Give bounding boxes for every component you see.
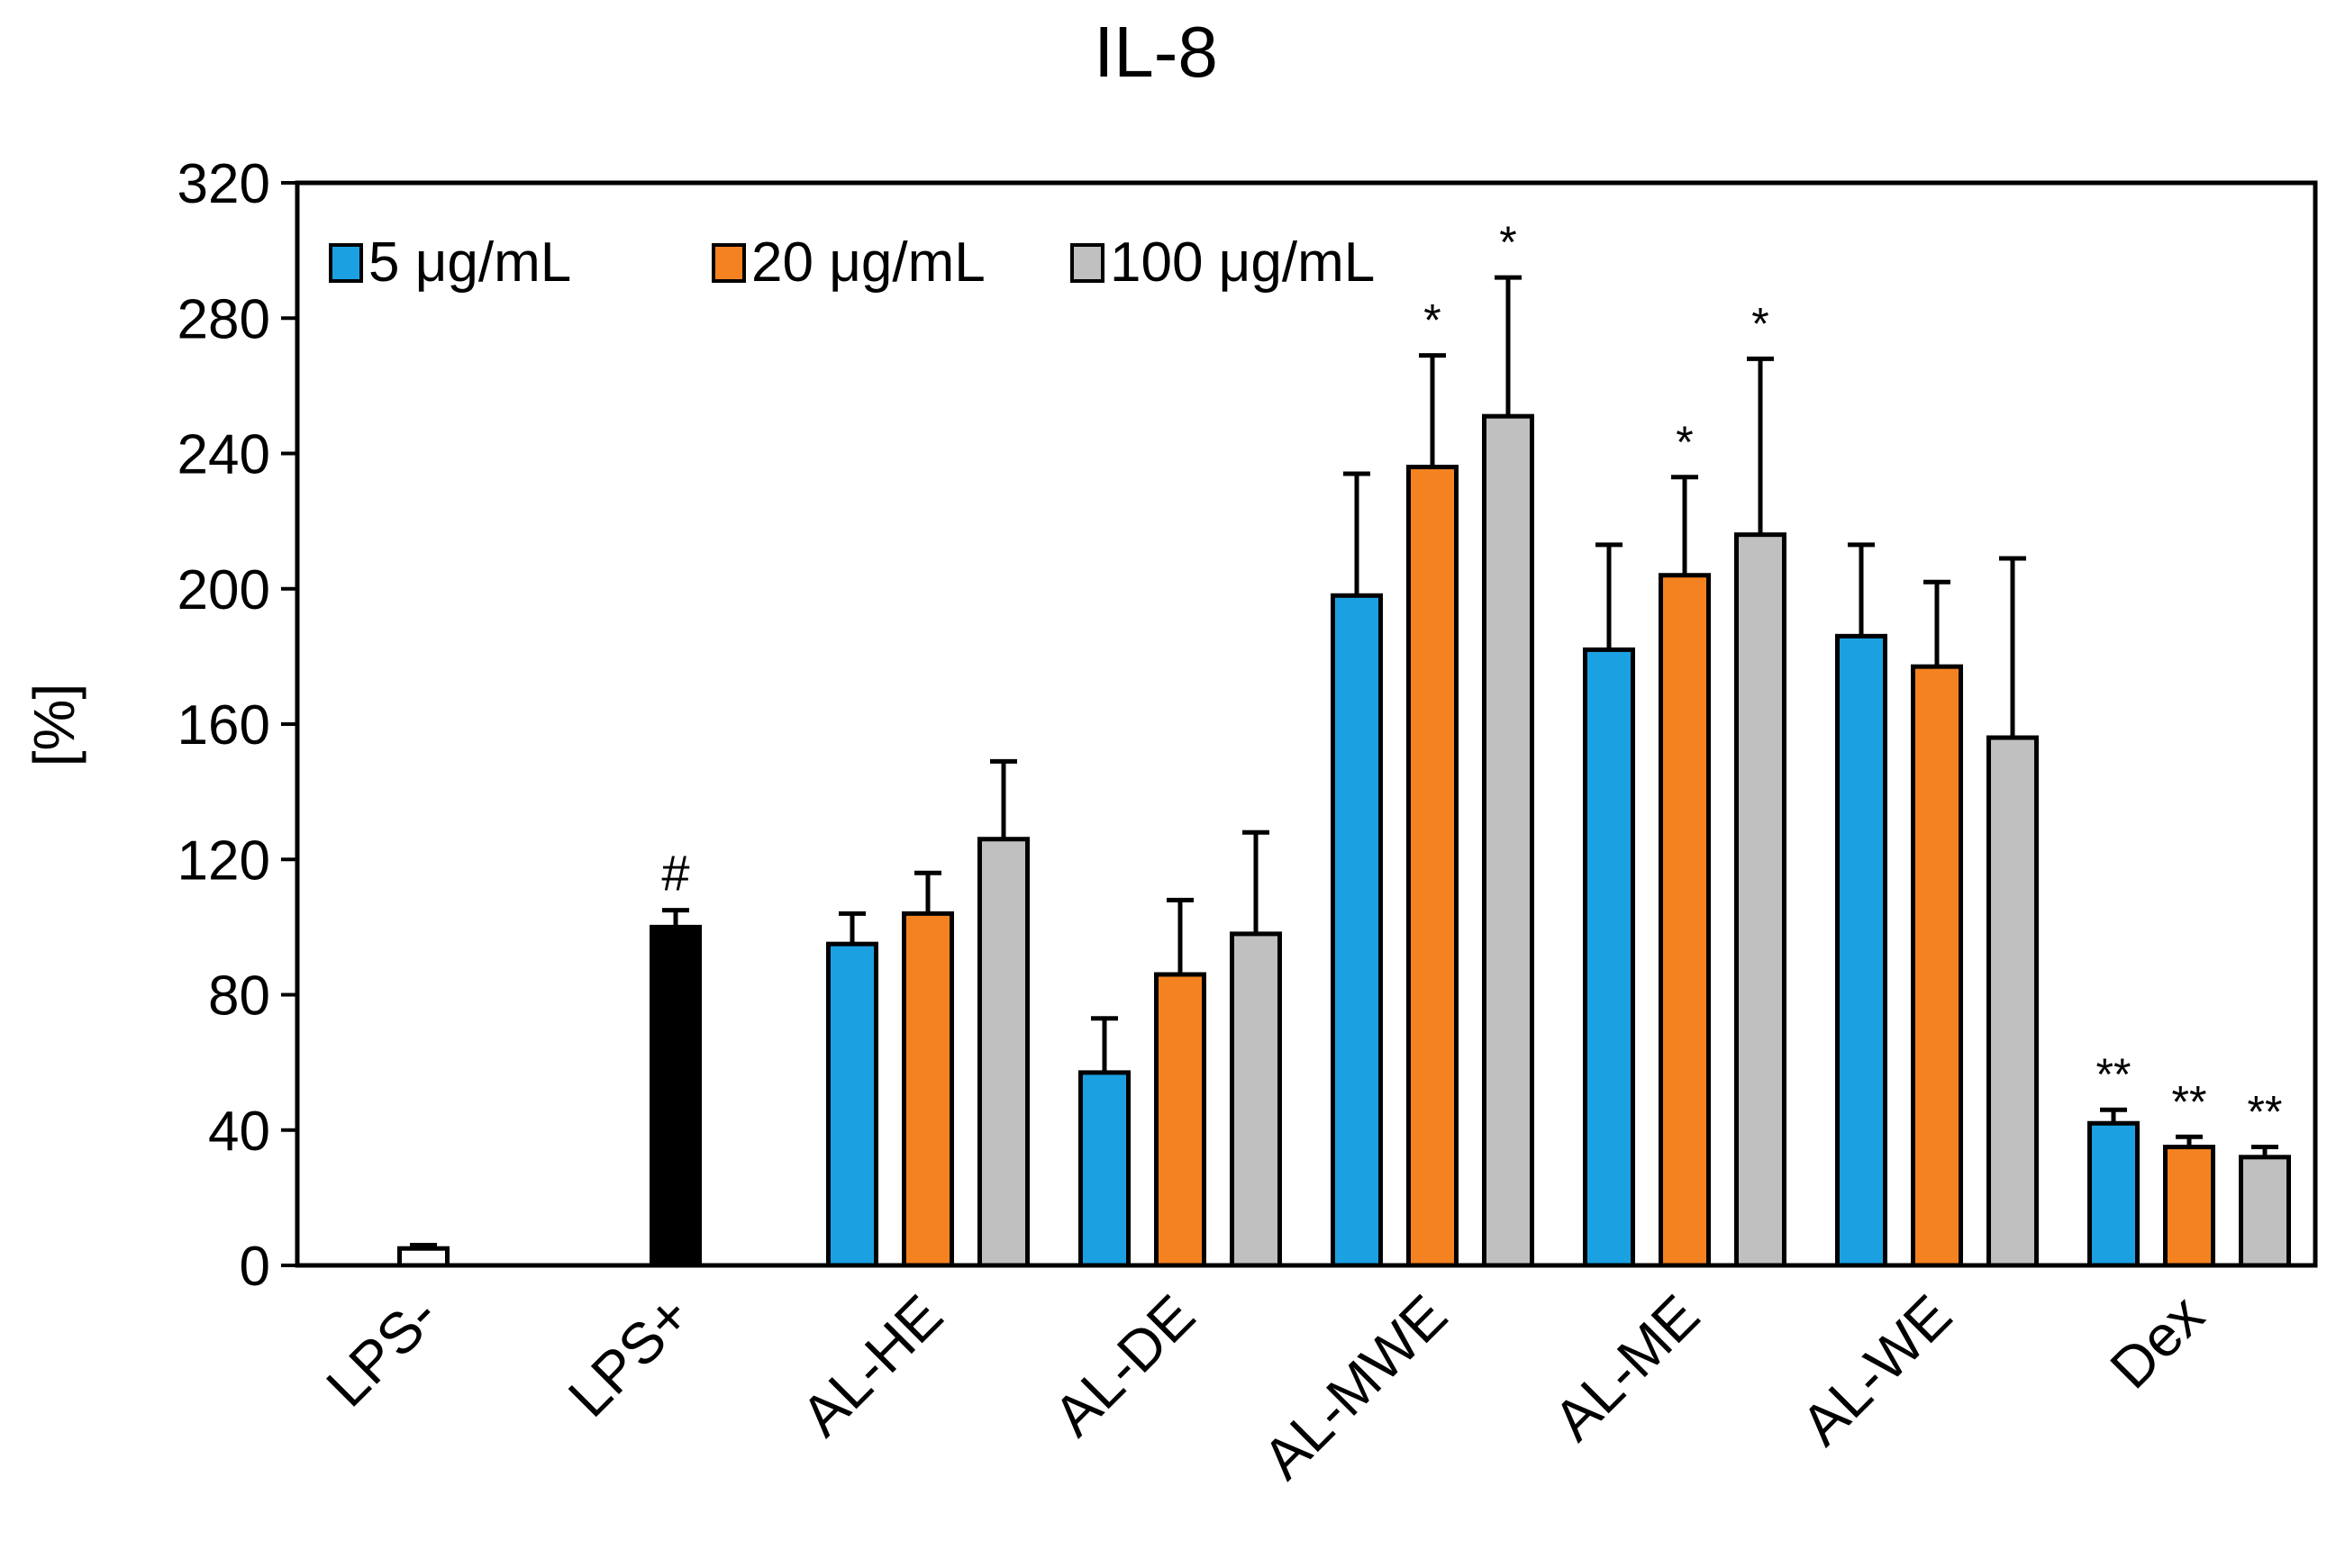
- bar: [826, 941, 878, 1268]
- bar: [1406, 465, 1459, 1268]
- x-tick-label: AL-HE: [789, 1282, 955, 1448]
- x-tick-label: AL-WE: [1789, 1282, 1964, 1457]
- y-tick-label: 240: [177, 424, 270, 486]
- bar: [1154, 972, 1206, 1268]
- chart-title: IL-8: [1094, 12, 1218, 92]
- bar: [902, 911, 954, 1268]
- legend-label: 5 μg/mL: [368, 231, 571, 294]
- bar: [650, 924, 702, 1268]
- legend: 5 μg/mL 20 μg/mL 100 μg/mL: [329, 231, 1375, 294]
- bar: [1835, 633, 1887, 1268]
- legend-swatch: [712, 243, 746, 283]
- significance-marker: *: [1423, 295, 1441, 346]
- bar: [1986, 735, 2039, 1268]
- bar: [1482, 413, 1534, 1268]
- significance-marker: *: [1676, 417, 1693, 467]
- y-tick-label: 320: [177, 153, 270, 215]
- bar: [2239, 1155, 2291, 1268]
- bar: [397, 1246, 450, 1268]
- x-tick-label: Dex: [2098, 1282, 2216, 1400]
- significance-marker: #: [661, 845, 689, 902]
- x-tick-label: AL-MWE: [1250, 1282, 1459, 1491]
- x-tick-label: LPS-: [314, 1282, 450, 1419]
- y-tick-label: 160: [177, 694, 270, 757]
- legend-label: 20 μg/mL: [751, 231, 986, 294]
- y-tick-label: 40: [208, 1101, 270, 1163]
- bar: [1583, 647, 1635, 1268]
- bar: [2163, 1145, 2215, 1268]
- significance-marker: **: [2248, 1087, 2283, 1137]
- y-axis-ticks: 0 40 80 120 160 200 240 280 320: [177, 153, 297, 1298]
- significance-marker: *: [1751, 298, 1768, 349]
- bar: [1911, 664, 1963, 1268]
- y-axis-label: [%]: [22, 684, 86, 766]
- bar: [1734, 532, 1786, 1268]
- legend-swatch: [329, 243, 363, 283]
- legend-label: 100 μg/mL: [1110, 231, 1375, 294]
- bar: [1331, 593, 1383, 1268]
- bar: [1230, 931, 1282, 1268]
- significance-marker: **: [2096, 1049, 2132, 1100]
- bar: [977, 837, 1030, 1268]
- y-tick-label: 200: [177, 559, 270, 621]
- x-tick-label: LPS+: [556, 1282, 703, 1429]
- x-tick-label: AL-ME: [1541, 1282, 1712, 1453]
- y-tick-label: 0: [240, 1236, 270, 1298]
- plot-frame: [295, 180, 2318, 1268]
- x-tick-label: AL-DE: [1041, 1282, 1207, 1448]
- significance-marker: **: [2172, 1076, 2207, 1127]
- y-tick-label: 80: [208, 965, 270, 1028]
- y-tick-label: 280: [177, 288, 270, 350]
- bar: [1078, 1070, 1131, 1268]
- significance-marker: *: [1499, 217, 1516, 267]
- legend-swatch: [1070, 243, 1104, 283]
- x-axis-labels: LPS- LPS+ AL-HE AL-DE AL-MWE AL-ME AL-WE Dex: [314, 1282, 2216, 1491]
- bars: #**********: [397, 217, 2291, 1268]
- bar: [2087, 1120, 2140, 1268]
- bar: [1659, 573, 1711, 1268]
- y-tick-label: 120: [177, 829, 270, 892]
